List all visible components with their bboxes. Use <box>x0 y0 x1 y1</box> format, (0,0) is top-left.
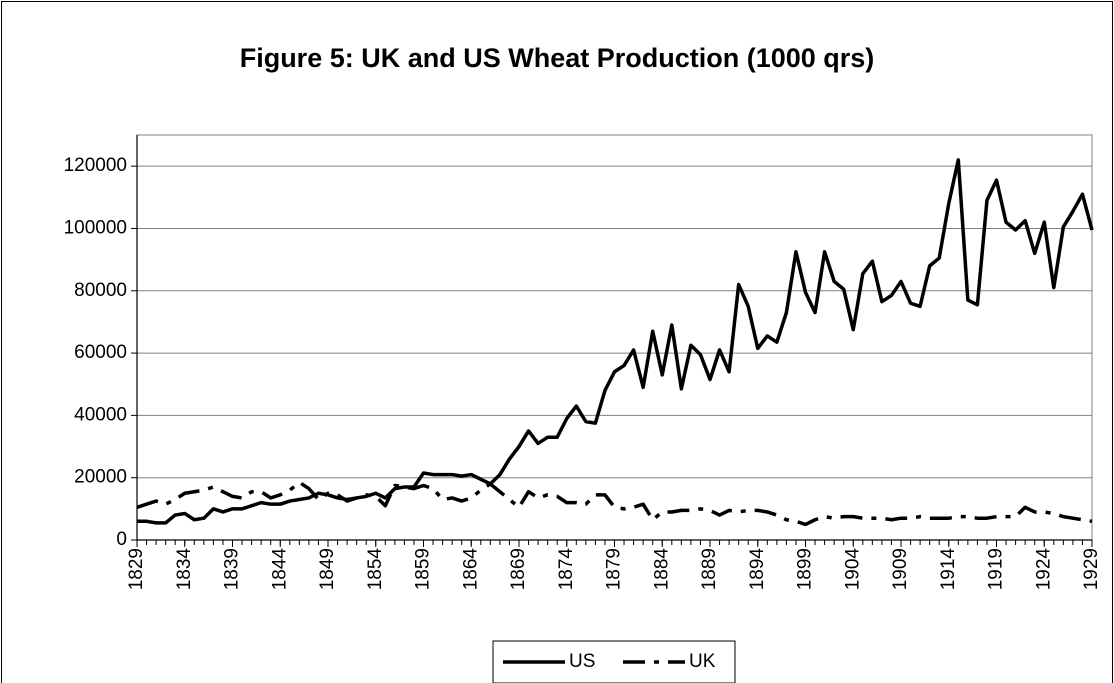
x-tick-label: 1869 <box>508 548 529 590</box>
y-tick-label: 20000 <box>74 467 127 488</box>
legend-label: US <box>569 651 595 672</box>
x-tick-label: 1909 <box>890 548 911 590</box>
legend-label: UK <box>689 651 716 672</box>
plot-area <box>136 134 1093 541</box>
x-tick-label: 1919 <box>986 548 1007 590</box>
y-tick-label: 120000 <box>64 155 127 176</box>
x-tick-label: 1899 <box>795 548 816 590</box>
x-tick-label: 1904 <box>842 548 863 591</box>
y-tick-label: 0 <box>116 529 127 550</box>
x-tick-label: 1859 <box>413 548 434 590</box>
x-tick-label: 1914 <box>938 548 959 591</box>
series-line <box>137 158 1094 525</box>
x-tick-label: 1874 <box>556 548 577 591</box>
x-tick-label: 1929 <box>1081 548 1102 590</box>
x-tick-label: 1864 <box>460 548 481 591</box>
x-tick-label: 1834 <box>174 548 195 591</box>
y-tick-label: 80000 <box>74 280 127 301</box>
chart-title: Figure 5: UK and US Wheat Production (10… <box>240 43 875 73</box>
x-tick-label: 1849 <box>317 548 338 590</box>
x-tick-label: 1879 <box>604 548 625 590</box>
y-tick-label: 100000 <box>64 217 127 238</box>
x-tick-label: 1839 <box>222 548 243 590</box>
y-tick-label: 60000 <box>74 342 127 363</box>
x-tick-label: 1889 <box>699 548 720 590</box>
x-tick-label: 1924 <box>1033 548 1054 591</box>
x-tick-label: 1884 <box>651 548 672 591</box>
y-tick-label: 40000 <box>74 404 127 425</box>
x-tick-label: 1829 <box>126 548 147 590</box>
series-line <box>136 480 1093 527</box>
x-tick-label: 1844 <box>269 548 290 591</box>
x-tick-label: 1854 <box>365 548 386 591</box>
x-tick-label: 1894 <box>747 548 768 591</box>
